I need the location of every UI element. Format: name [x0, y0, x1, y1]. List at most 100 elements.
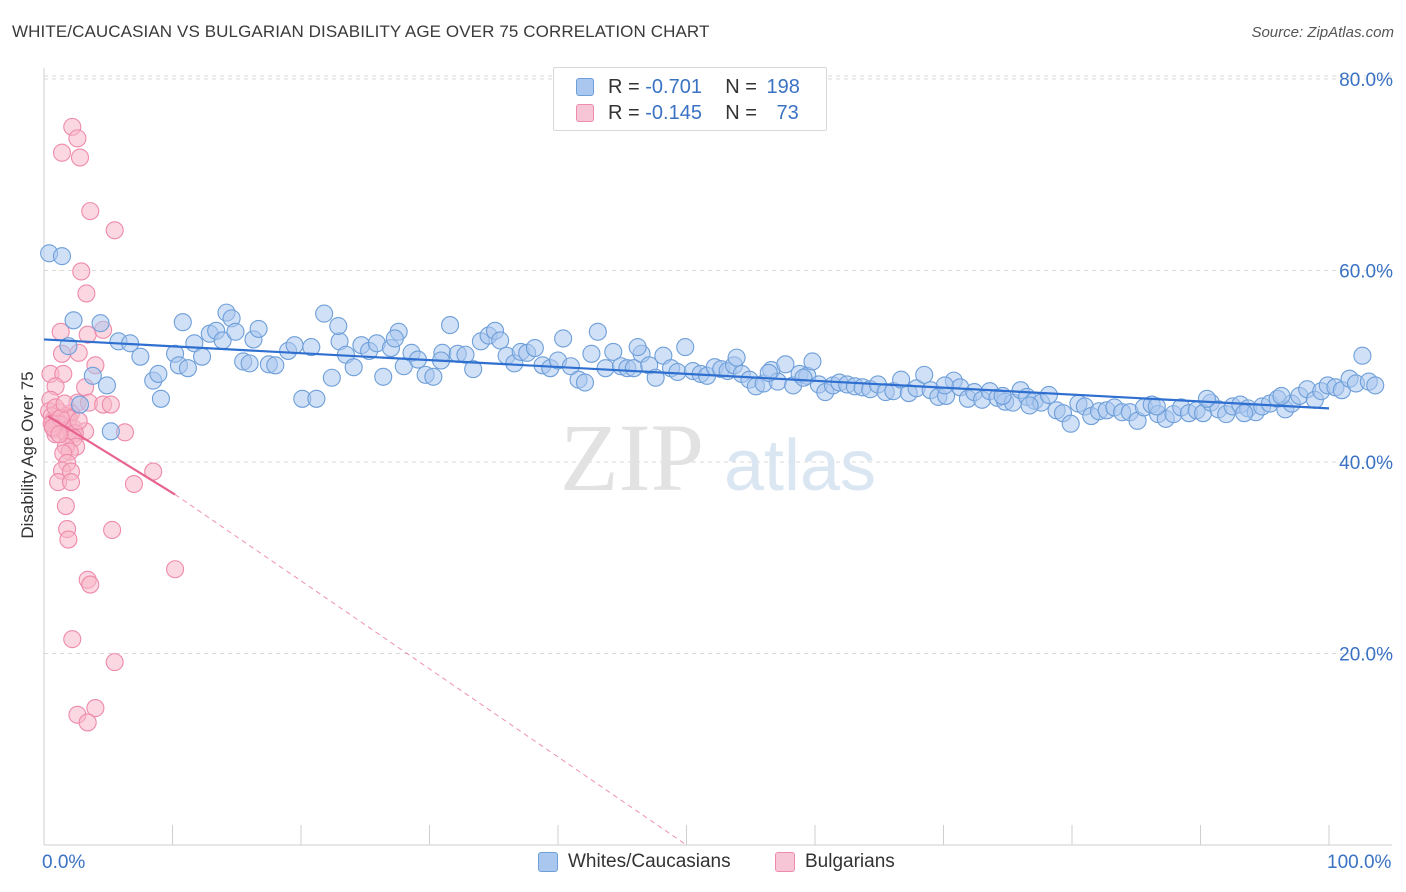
watermark: ZIP atlas [560, 404, 876, 511]
data-point-whites [285, 336, 304, 355]
trend-line-bulgarians [47, 415, 176, 496]
legend-n-value: 73 [776, 101, 799, 124]
data-point-whites [173, 313, 192, 332]
data-point-whites [628, 338, 647, 357]
data-point-whites [554, 329, 573, 348]
data-point-whites [97, 376, 117, 395]
data-point-whites [178, 359, 197, 378]
data-point-whites [915, 365, 934, 384]
data-point-whites [1039, 385, 1058, 405]
data-point-whites [668, 362, 687, 382]
data-point-whites [193, 347, 212, 366]
trend-line-whites [43, 338, 1330, 410]
data-point-whites [131, 347, 150, 366]
data-point-whites [794, 368, 813, 387]
data-point-whites [302, 338, 321, 357]
series-swatch-blue [538, 852, 558, 872]
data-point-whites [676, 338, 695, 357]
series-legend: Whites/Caucasians Bulgarians [0, 851, 1406, 877]
data-point-whites [776, 355, 795, 374]
data-point-whites [892, 370, 911, 389]
data-point-bulgarians [78, 713, 97, 732]
data-point-bulgarians [101, 395, 120, 414]
data-point-whites [52, 247, 72, 266]
data-point-whites [1366, 376, 1385, 395]
data-point-whites [149, 364, 168, 383]
data-point-whites [1235, 404, 1254, 423]
data-point-whites [604, 342, 623, 361]
watermark-zip: ZIP [560, 404, 704, 511]
data-point-whites [525, 339, 544, 358]
data-point-whites [1272, 386, 1291, 405]
data-point-whites [464, 360, 483, 379]
legend-row-bulgarians: R = -0.145 N = 73 [576, 101, 799, 125]
data-point-bulgarians [56, 496, 75, 516]
data-point-whites [1353, 346, 1372, 365]
data-point-bulgarians [86, 699, 105, 718]
data-point-bulgarians [69, 411, 88, 430]
y-tick-labels: 20.0% 40.0% 60.0% 80.0% [1339, 70, 1393, 666]
legend-r-value: -0.701 [645, 75, 702, 98]
data-point-whites [266, 356, 285, 375]
data-point-bulgarians [81, 202, 100, 221]
data-point-whites [83, 366, 102, 385]
data-point-whites [456, 345, 475, 364]
legend-swatch-blue [576, 78, 594, 96]
data-point-bulgarians [81, 575, 100, 594]
data-point-bulgarians [166, 560, 185, 579]
chart-title: WHITE/CAUCASIAN VS BULGARIAN DISABILITY … [12, 22, 710, 41]
data-point-whites [424, 367, 443, 386]
y-tick-label: 80.0% [1339, 70, 1393, 91]
data-point-bulgarians [63, 630, 82, 649]
trend-lines [43, 338, 1330, 846]
series-label-whites: Whites/Caucasians [568, 851, 731, 872]
data-point-bulgarians [55, 394, 74, 413]
data-point-bulgarians [105, 221, 124, 240]
legend-row-whites: R = -0.701 N = 198 [576, 75, 800, 99]
data-point-whites [935, 376, 954, 395]
data-point-whites [151, 389, 170, 408]
data-point-bulgarians [105, 653, 124, 672]
data-point-whites [582, 344, 601, 363]
data-point-whites [441, 316, 460, 335]
data-point-bulgarians [68, 129, 87, 148]
data-point-bulgarians [103, 520, 122, 540]
data-point-bulgarians [72, 262, 91, 281]
data-point-whites [70, 395, 90, 414]
bulgarians-points [40, 117, 185, 732]
data-point-whites [315, 304, 334, 323]
legend-n-label: N = [725, 101, 763, 124]
data-point-whites [249, 319, 268, 338]
data-point-whites [491, 331, 510, 350]
data-point-whites [226, 322, 245, 341]
y-tick-label: 60.0% [1339, 262, 1393, 283]
data-point-whites [64, 311, 83, 330]
data-point-whites [344, 358, 363, 377]
x-tick-label-min: 0.0% [42, 852, 86, 873]
data-point-bulgarians [124, 474, 143, 494]
y-tick-label: 40.0% [1339, 453, 1393, 474]
data-point-whites [1147, 397, 1166, 416]
data-point-bulgarians [70, 148, 90, 167]
whites-points [40, 244, 1385, 441]
data-point-whites [385, 329, 404, 348]
data-point-whites [322, 368, 341, 387]
watermark-atlas: atlas [724, 426, 876, 506]
legend-r-value: -0.145 [645, 101, 702, 124]
data-point-whites [575, 373, 595, 392]
x-tick-label-max: 100.0% [1327, 852, 1392, 873]
data-point-bulgarians [61, 473, 81, 492]
series-swatch-pink [775, 852, 795, 872]
legend-n-label: N = [725, 75, 763, 98]
data-point-bulgarians [52, 143, 72, 162]
data-point-whites [91, 314, 110, 333]
data-point-whites [803, 352, 822, 371]
data-point-whites [1020, 396, 1039, 415]
correlation-legend: R = -0.701 N = 198 R = -0.145 N = 73 [553, 67, 827, 131]
data-point-whites [1197, 389, 1216, 408]
series-legend-whites: Whites/Caucasians [538, 851, 731, 873]
data-point-whites [588, 322, 607, 341]
data-point-whites [727, 348, 746, 367]
legend-swatch-pink [576, 104, 594, 122]
